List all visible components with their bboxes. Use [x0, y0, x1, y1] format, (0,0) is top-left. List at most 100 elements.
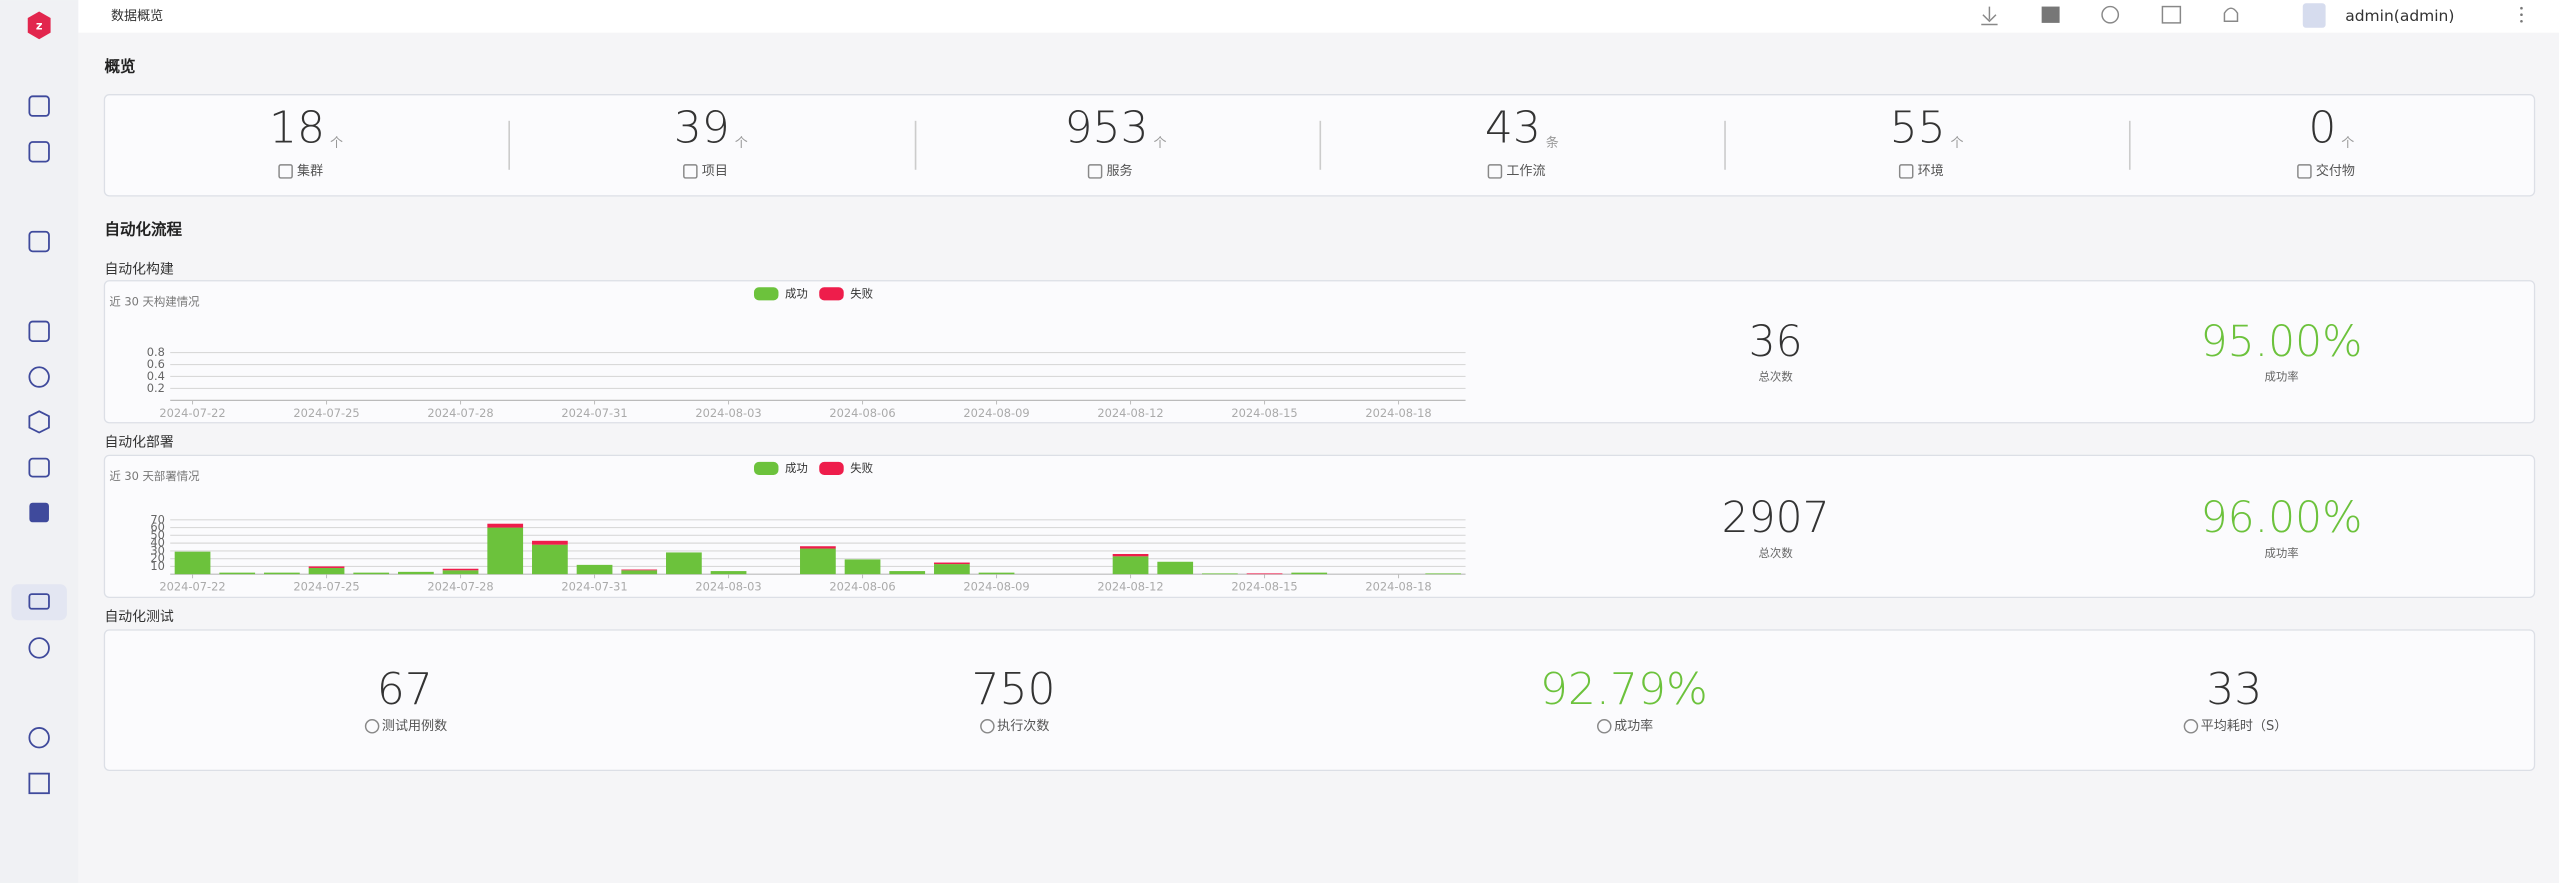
legend-swatch[interactable]: [753, 287, 779, 301]
nav-icon[interactable]: [28, 320, 50, 343]
bar[interactable]: [353, 572, 390, 575]
bar[interactable]: [800, 546, 836, 549]
top-bar: [78, 0, 2559, 33]
bar[interactable]: [1246, 573, 1283, 575]
bar[interactable]: [1425, 573, 1462, 575]
x-tick-label: 2024-07-28: [427, 406, 493, 420]
bar[interactable]: [442, 568, 479, 571]
nav-icon[interactable]: [29, 502, 49, 523]
y-tick-label: 30: [150, 543, 165, 557]
stat-unit: 个: [1951, 136, 1964, 151]
nav-icon[interactable]: [28, 95, 50, 117]
bar[interactable]: [308, 566, 345, 568]
nav-active-bg: [11, 584, 67, 621]
nav-icon[interactable]: [28, 593, 50, 610]
bar[interactable]: [710, 571, 747, 575]
logo[interactable]: [27, 11, 51, 40]
bar[interactable]: [398, 571, 434, 575]
legend-swatch[interactable]: [819, 287, 844, 301]
rate-value: 96.00%: [2201, 494, 2363, 543]
breadcrumb[interactable]: 数据概览: [111, 8, 163, 24]
nav-icon[interactable]: [28, 366, 50, 388]
bar[interactable]: [934, 564, 970, 575]
translate-icon[interactable]: [2041, 6, 2060, 23]
bar[interactable]: [442, 570, 479, 575]
more-dot[interactable]: [2520, 6, 2523, 10]
nav-icon[interactable]: [28, 457, 50, 478]
section-title: 概览: [104, 56, 135, 75]
y-tick-label: 50: [150, 528, 165, 542]
bar[interactable]: [621, 569, 658, 571]
test-label: 成功率: [1614, 718, 1653, 734]
logo-mark: z: [36, 19, 43, 33]
bar[interactable]: [532, 544, 568, 575]
legend-label[interactable]: 成功: [785, 286, 808, 300]
sidebar: [0, 0, 79, 883]
x-tick-label: 2024-07-22: [159, 580, 225, 594]
test-value: 67: [377, 664, 433, 715]
bar[interactable]: [1112, 556, 1149, 575]
bar[interactable]: [1112, 553, 1149, 557]
bar[interactable]: [576, 564, 613, 575]
test-icon: [364, 719, 380, 734]
bar[interactable]: [978, 572, 1015, 575]
x-tick-label: 2024-08-06: [829, 406, 895, 420]
subsection-title: 自动化构建: [104, 261, 173, 277]
nav-icon[interactable]: [28, 727, 50, 749]
stat-unit: 条: [1546, 135, 1559, 151]
legend-label[interactable]: 失败: [850, 286, 873, 300]
bar[interactable]: [264, 572, 300, 575]
total-value: 36: [1749, 318, 1803, 367]
nav-icon[interactable]: [28, 772, 50, 795]
bar[interactable]: [308, 567, 345, 575]
download-icon[interactable]: [1981, 6, 1998, 26]
bar[interactable]: [889, 571, 926, 575]
test-icon: [2183, 719, 2199, 734]
nav-icon[interactable]: [28, 637, 50, 659]
bar[interactable]: [1202, 573, 1238, 575]
x-tick-label: 2024-07-31: [561, 580, 627, 594]
test-label: 平均耗时（S）: [2201, 719, 2288, 734]
stat-icon: [1487, 164, 1503, 179]
bar[interactable]: [666, 552, 702, 575]
y-tick-label: 0.4: [147, 369, 165, 383]
build-card: [103, 280, 2536, 424]
more-dot[interactable]: [2520, 19, 2523, 23]
bar[interactable]: [1157, 561, 1194, 575]
bar[interactable]: [487, 527, 524, 575]
bar[interactable]: [487, 523, 524, 528]
x-tick-label: 2024-08-18: [1365, 406, 1431, 420]
bar[interactable]: [934, 562, 970, 565]
bar[interactable]: [174, 551, 211, 575]
nav-icon[interactable]: [28, 141, 50, 163]
nav-icon[interactable]: [28, 410, 50, 434]
legend-label[interactable]: 成功: [785, 461, 808, 475]
stat-value: 43: [1485, 103, 1541, 154]
stat-icon: [2297, 164, 2312, 179]
bar[interactable]: [800, 548, 836, 575]
dividers: [508, 120, 2131, 170]
network-icon[interactable]: [2101, 5, 2120, 24]
legend-swatch[interactable]: [753, 461, 779, 475]
bar[interactable]: [844, 559, 881, 575]
legend-swatch[interactable]: [819, 461, 844, 475]
bell-icon[interactable]: [2223, 7, 2239, 22]
more-dot[interactable]: [2520, 13, 2523, 17]
bar[interactable]: [621, 570, 658, 575]
x-tick-label: 2024-07-22: [159, 406, 225, 420]
legend-label[interactable]: 失败: [850, 461, 873, 475]
user-name[interactable]: admin(admin): [2345, 7, 2454, 25]
test-card: [103, 629, 2536, 772]
stat-value: 39: [674, 103, 730, 154]
bar[interactable]: [532, 540, 568, 545]
x-tick-label: 2024-08-18: [1365, 580, 1431, 594]
bar[interactable]: [1291, 572, 1328, 575]
doc-icon[interactable]: [2161, 5, 2182, 24]
bar[interactable]: [219, 572, 256, 575]
avatar[interactable]: [2302, 3, 2326, 28]
subsection-title: 自动化测试: [104, 609, 173, 625]
nav-icon[interactable]: [28, 230, 50, 253]
chart-subtitle: 近 30 天部署情况: [109, 469, 200, 483]
stat-value: 18: [269, 103, 325, 154]
